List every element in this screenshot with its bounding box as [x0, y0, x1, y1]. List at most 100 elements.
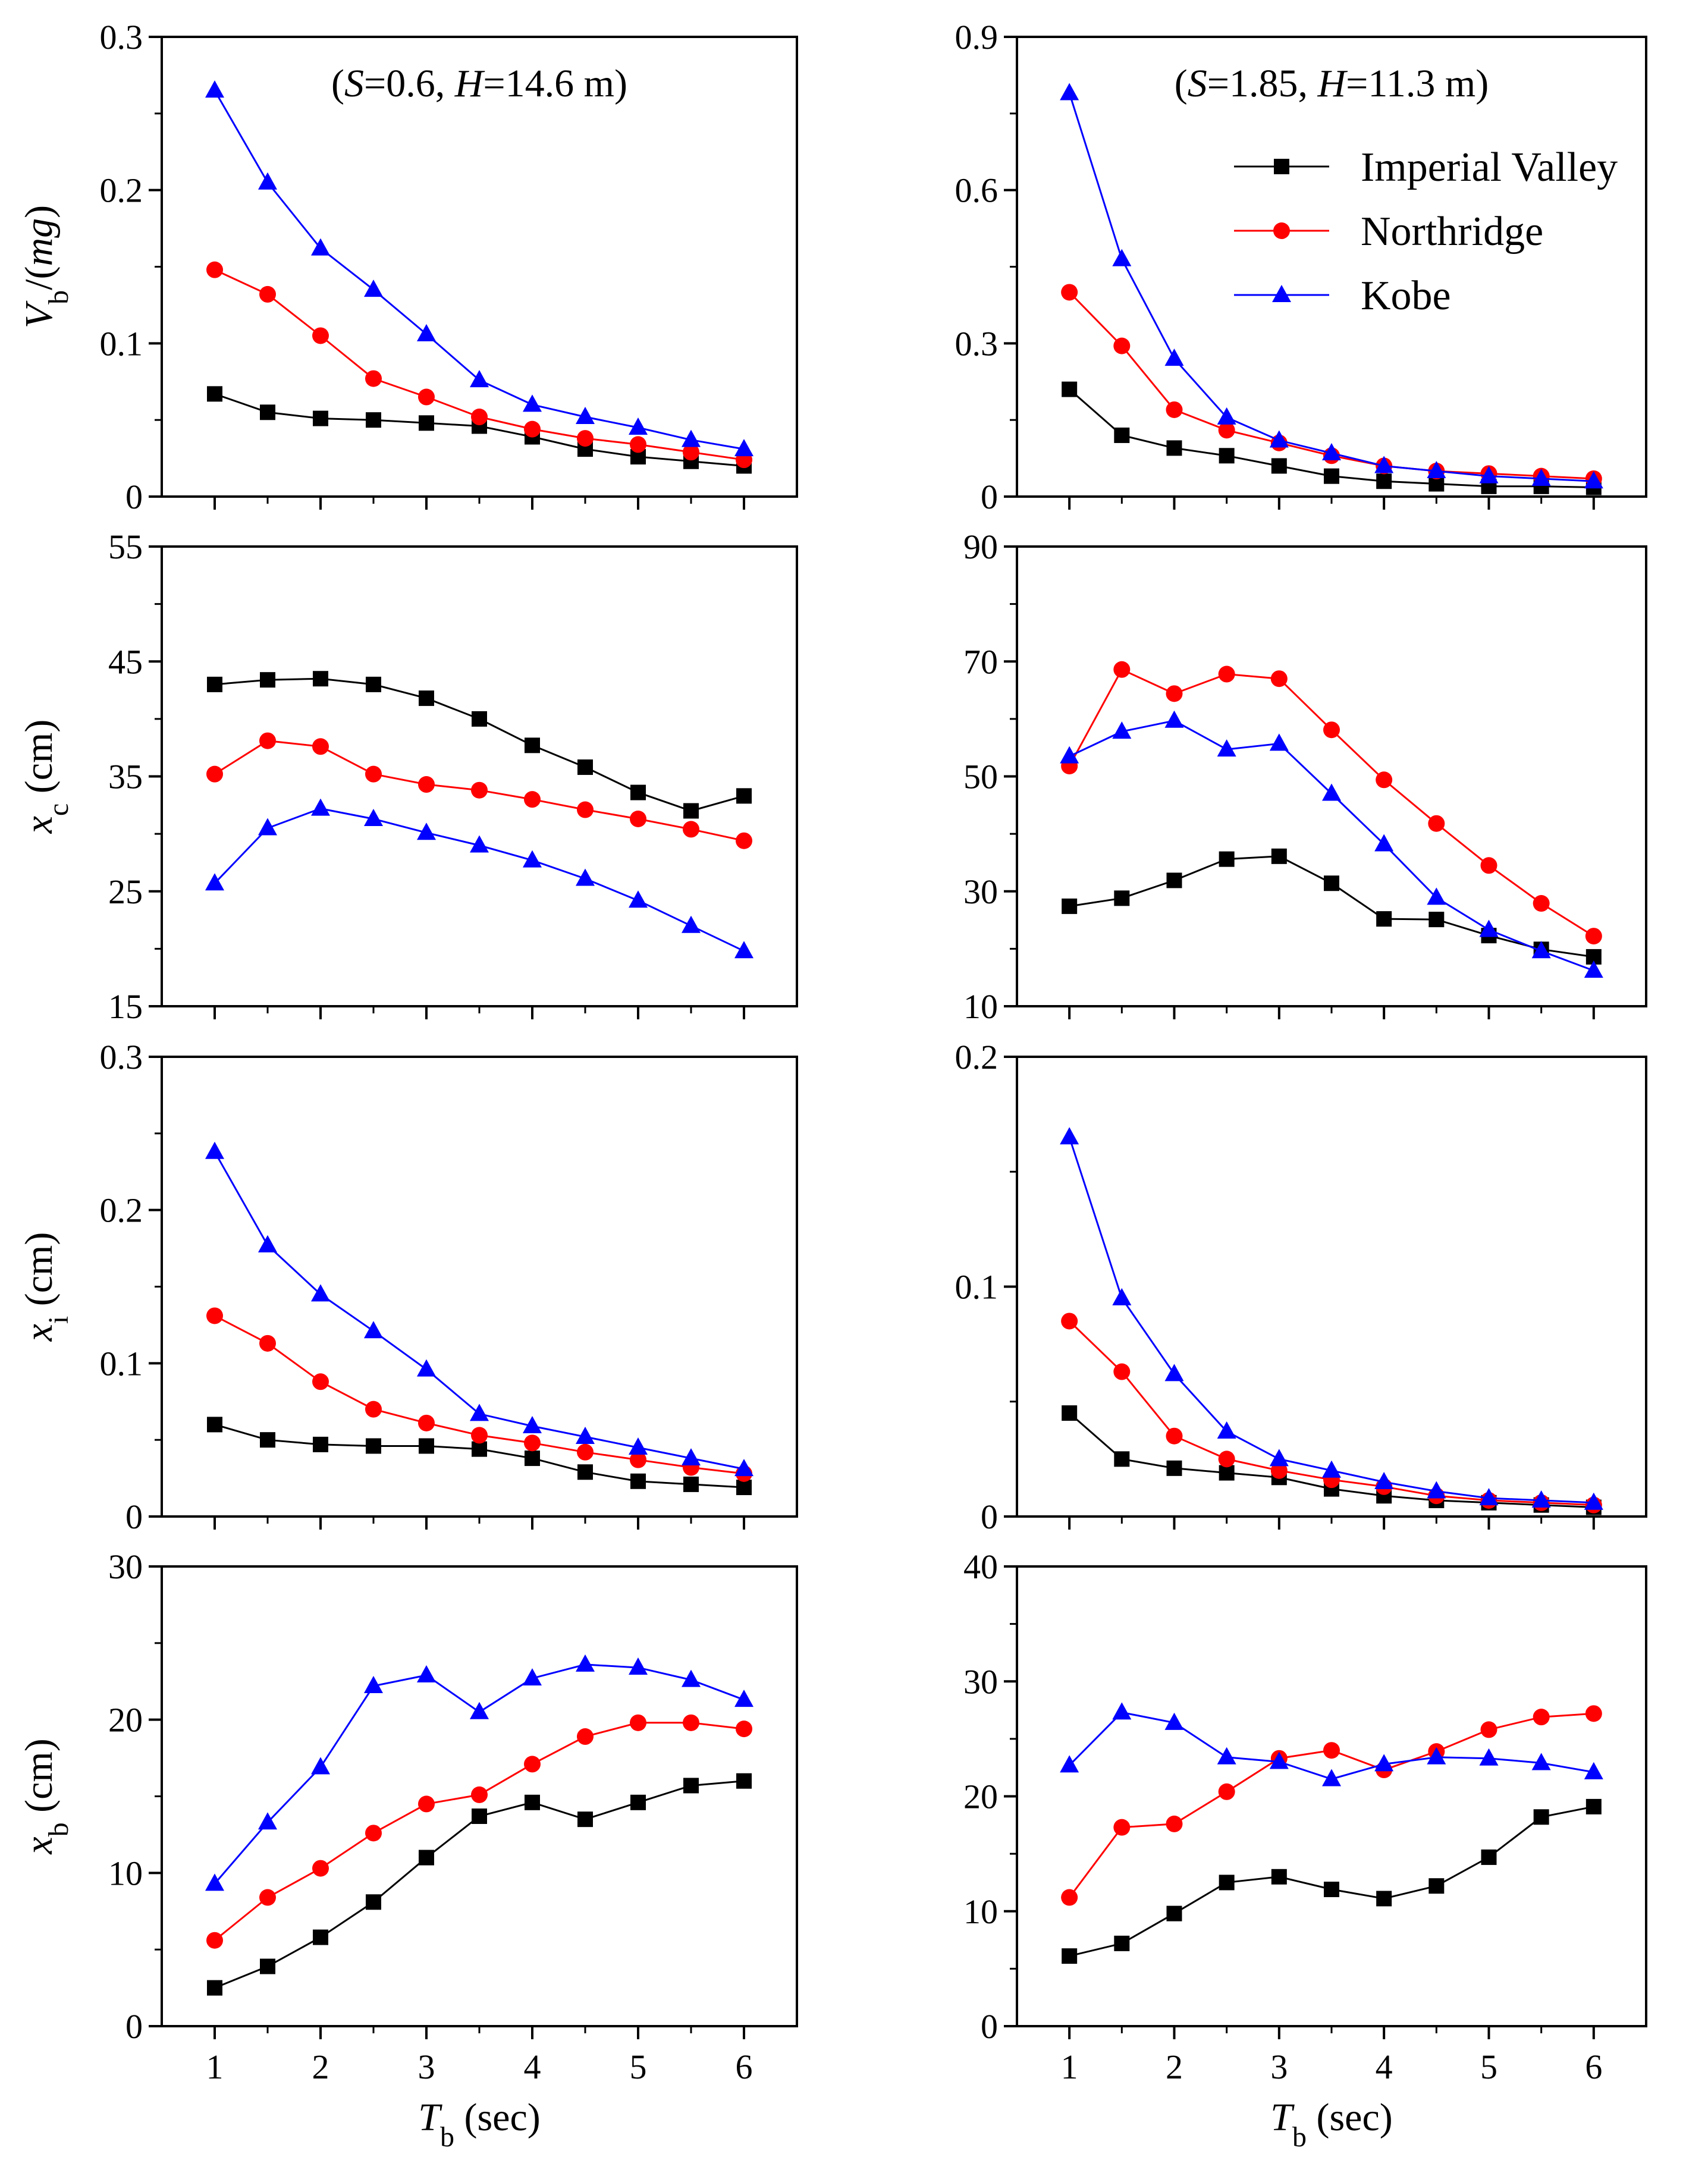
data-point: [523, 1415, 542, 1433]
data-point: [576, 1654, 595, 1672]
data-point: [577, 430, 594, 447]
series-imperial-valley: [207, 1417, 752, 1496]
legend-marker: [1272, 285, 1291, 302]
y-tick-label: 40: [963, 1547, 998, 1586]
data-point: [1479, 1488, 1499, 1506]
data-point: [1269, 1449, 1289, 1467]
x-tick-label: 6: [1585, 2048, 1602, 2086]
data-point: [1219, 1465, 1235, 1481]
data-point: [734, 1459, 753, 1477]
data-point: [1479, 466, 1499, 483]
data-point: [471, 781, 488, 799]
series-line: [214, 1663, 745, 1885]
data-point: [207, 1417, 222, 1433]
data-point: [472, 1808, 487, 1824]
data-point: [629, 1657, 648, 1675]
series-line: [1068, 668, 1594, 937]
data-point: [577, 1811, 593, 1828]
plot-frame: [1016, 1056, 1647, 1518]
data-point: [312, 1373, 329, 1390]
data-point: [1062, 898, 1078, 914]
series-kobe: [1060, 710, 1603, 978]
data-point: [1322, 783, 1341, 801]
data-point: [1061, 1313, 1078, 1330]
data-point: [418, 1795, 435, 1813]
data-point: [1114, 1451, 1130, 1467]
data-point: [1166, 1427, 1183, 1445]
y-tick-label: 0.6: [955, 171, 999, 210]
x-tick-label: 2: [1166, 2048, 1183, 2086]
y-tick-label: 15: [108, 987, 143, 1026]
data-point: [1584, 471, 1603, 489]
data-point: [1113, 1363, 1131, 1380]
data-point: [1531, 468, 1551, 486]
data-point: [418, 388, 435, 406]
data-point: [736, 1720, 752, 1738]
data-point: [313, 1929, 328, 1945]
data-point: [1584, 960, 1603, 978]
data-point: [1062, 1405, 1078, 1421]
plot-frame: [1016, 545, 1647, 1007]
data-point: [523, 394, 542, 412]
data-point: [311, 1757, 330, 1775]
data-point: [1217, 407, 1236, 425]
data-point: [630, 1473, 646, 1489]
series-northridge: [1061, 1705, 1602, 1906]
data-point: [736, 832, 752, 849]
chart-panel-left-3: 0 0.1 0.2 0.3 xi (cm): [17, 1038, 798, 1536]
data-point: [1218, 1783, 1235, 1800]
plot-frame: [1016, 1565, 1647, 2027]
data-point: [1062, 1948, 1078, 1964]
y-tick-label: 0: [125, 1497, 143, 1536]
data-point: [1585, 1705, 1602, 1722]
y-tick-label: 0: [981, 1497, 998, 1536]
data-point: [205, 1873, 224, 1891]
data-point: [1480, 1721, 1497, 1738]
data-point: [366, 412, 381, 428]
data-point: [365, 1401, 382, 1418]
x-tick-label: 3: [418, 2048, 435, 2086]
data-point: [259, 285, 276, 303]
data-point: [629, 890, 648, 908]
data-point: [470, 1404, 489, 1421]
data-point: [1585, 928, 1602, 945]
y-tick-label: 0.1: [955, 1268, 999, 1307]
data-point: [1113, 337, 1131, 354]
data-point: [1479, 919, 1499, 937]
data-point: [1217, 1421, 1236, 1439]
y-tick-label: 10: [108, 1854, 143, 1892]
y-tick-label: 0: [981, 478, 998, 516]
data-point: [1166, 1905, 1182, 1921]
data-point: [1166, 1815, 1183, 1832]
data-point: [1269, 1751, 1289, 1769]
y-tick-label: 0.2: [100, 171, 143, 210]
data-point: [207, 386, 222, 402]
data-point: [260, 1432, 275, 1448]
data-point: [736, 1773, 752, 1789]
data-point: [734, 1690, 753, 1707]
y-tick-label: 70: [963, 642, 998, 681]
data-point: [1533, 895, 1550, 912]
series-line: [214, 1722, 745, 1941]
data-point: [683, 1476, 699, 1492]
data-point: [366, 676, 381, 692]
y-tick-label: 30: [108, 1547, 143, 1586]
series-imperial-valley: [1062, 1798, 1602, 1964]
data-point: [313, 671, 328, 687]
series-northridge: [1061, 661, 1602, 945]
data-point: [1270, 670, 1288, 687]
data-point: [205, 873, 224, 891]
data-point: [1217, 1747, 1236, 1764]
data-point: [207, 1980, 222, 1996]
data-point: [1164, 710, 1184, 728]
data-point: [312, 1860, 329, 1877]
y-tick-label: 0.1: [100, 324, 143, 363]
series-northridge: [1061, 1313, 1602, 1514]
series-imperial-valley: [1062, 848, 1602, 965]
data-point: [1218, 665, 1235, 683]
data-point: [734, 941, 753, 959]
data-point: [1060, 1755, 1079, 1773]
data-point: [1218, 422, 1235, 439]
x-tick-label: 4: [524, 2048, 541, 2086]
x-tick-label: 1: [206, 2048, 224, 2086]
